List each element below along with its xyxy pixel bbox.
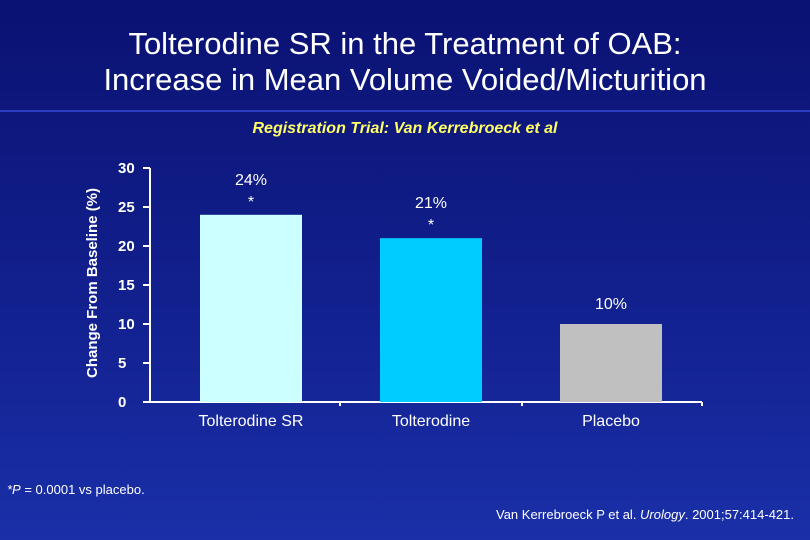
citation-journal: Urology [640, 507, 685, 522]
footnote: *P = 0.0001 vs placebo. [7, 482, 145, 497]
bar-2 [380, 238, 482, 402]
slide-title: Tolterodine SR in the Treatment of OAB: … [0, 26, 810, 98]
data-label: 21% [415, 195, 447, 212]
y-tick-label: 20 [118, 238, 135, 255]
y-tick-label: 25 [118, 199, 135, 216]
significance-mark: * [248, 194, 254, 211]
data-label: 10% [595, 296, 627, 313]
y-tick-label: 10 [118, 316, 135, 333]
citation: Van Kerrebroeck P et al. Urology. 2001;5… [496, 507, 794, 522]
y-tick-label: 30 [118, 160, 135, 177]
category-label: Tolterodine SR [199, 413, 304, 430]
y-tick-label: 0 [118, 394, 126, 411]
category-label: Placebo [582, 413, 640, 430]
y-tick-label: 15 [118, 277, 135, 294]
data-label: 24% [235, 172, 267, 189]
citation-details: . 2001;57:414-421. [684, 507, 794, 522]
significance-mark: * [428, 217, 434, 234]
title-divider [0, 110, 810, 112]
slide-subtitle: Registration Trial: Van Kerrebroeck et a… [252, 120, 558, 137]
title-line-2: Increase in Mean Volume Voided/Micturiti… [103, 62, 707, 97]
bar-1 [200, 214, 302, 402]
footnote-p-symbol: *P [7, 482, 21, 497]
category-label: Tolterodine [392, 413, 470, 430]
y-axis-label: Change From Baseline (%) [84, 188, 101, 378]
y-tick-label: 5 [118, 355, 126, 372]
title-line-1: Tolterodine SR in the Treatment of OAB: [128, 26, 682, 61]
footnote-text: = 0.0001 vs placebo. [20, 482, 145, 497]
citation-authors: Van Kerrebroeck P et al. [496, 507, 641, 522]
bar-3 [560, 324, 662, 402]
